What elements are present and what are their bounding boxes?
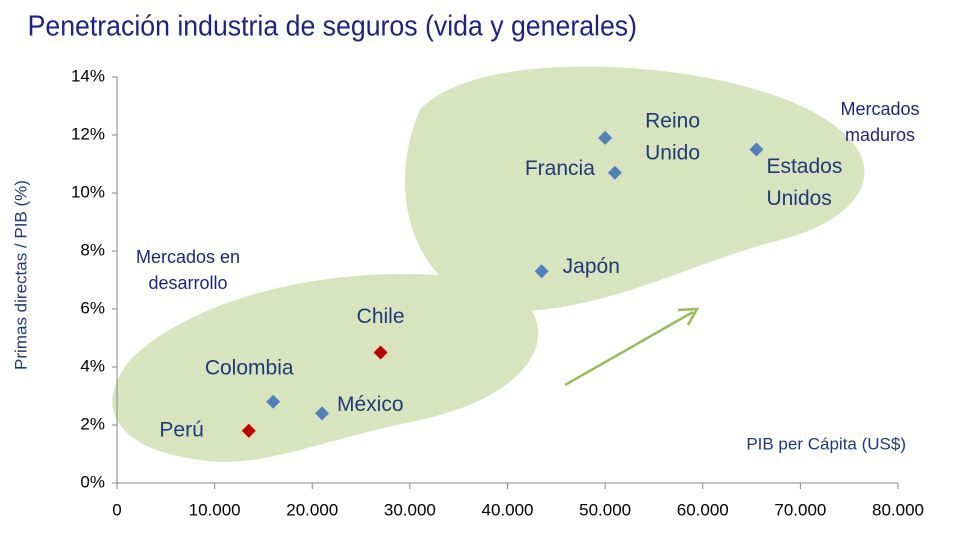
annotation: maduros <box>845 125 915 145</box>
annotation: desarrollo <box>148 273 227 293</box>
x-tick-label: 60.000 <box>677 500 729 519</box>
point-label: Francia <box>525 157 595 180</box>
point <box>607 165 622 180</box>
y-tick-label: 14% <box>71 66 105 85</box>
x-tick-label: 0 <box>112 500 121 519</box>
x-tick-label: 20.000 <box>286 500 338 519</box>
y-tick-label: 2% <box>80 414 105 433</box>
x-tick-label: 80.000 <box>872 500 924 519</box>
point-label: México <box>337 393 404 416</box>
x-tick-label: 40.000 <box>482 500 534 519</box>
y-tick-label: 8% <box>80 240 105 259</box>
y-tick-label: 12% <box>71 124 105 143</box>
mature-region <box>405 66 865 311</box>
annotation: Mercados en <box>136 247 240 267</box>
point <box>534 264 549 279</box>
point <box>598 130 613 145</box>
x-tick-label: 70.000 <box>774 500 826 519</box>
x-axis-label: PIB per Cápita (US$) <box>746 434 906 453</box>
x-tick-label: 10.000 <box>189 500 241 519</box>
y-tick-label: 0% <box>80 472 105 491</box>
point <box>266 394 281 409</box>
y-tick-label: 6% <box>80 298 105 317</box>
y-axis-label: Primas directas / PIB (%) <box>11 180 30 370</box>
arrow <box>564 310 694 387</box>
point <box>315 406 330 421</box>
arrow-head <box>677 307 700 326</box>
x-tick-label: 50.000 <box>579 500 631 519</box>
y-tick-label: 10% <box>71 182 105 201</box>
point <box>241 423 256 438</box>
point-label: Estados <box>766 155 842 178</box>
y-tick-label: 4% <box>80 356 105 375</box>
annotation: Mercados <box>840 99 919 119</box>
point-label: Reino <box>645 109 700 132</box>
point-label: Japón <box>563 255 620 278</box>
point-label: Chile <box>357 305 405 328</box>
developing-region <box>112 273 539 462</box>
chart-title: Penetración industria de seguros (vida y… <box>28 10 637 42</box>
point-label: Colombia <box>205 356 294 379</box>
point-label: Unidos <box>766 187 831 210</box>
point-label: Unido <box>645 141 700 164</box>
point <box>749 142 764 157</box>
point-label: Perú <box>159 418 203 441</box>
x-tick-label: 30.000 <box>384 500 436 519</box>
point <box>373 345 388 360</box>
